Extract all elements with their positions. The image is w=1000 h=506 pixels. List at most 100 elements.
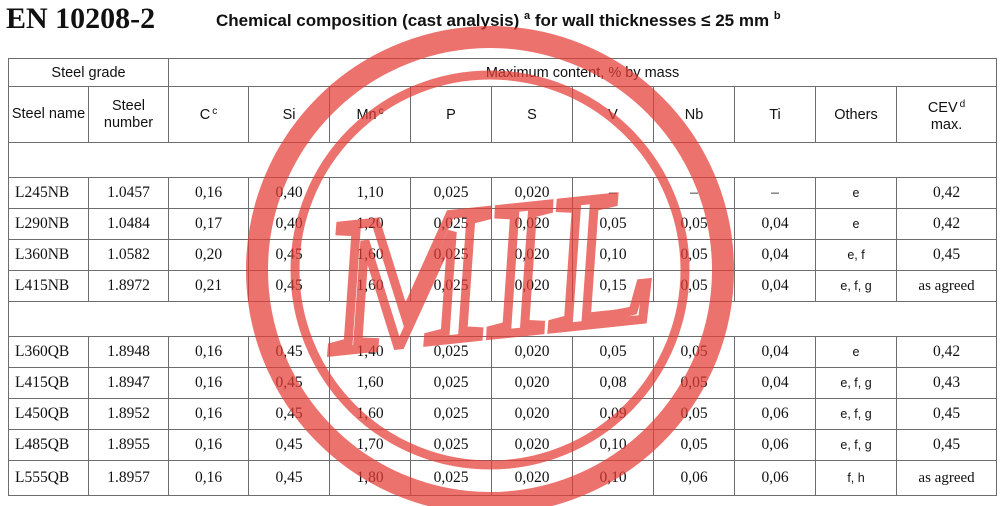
cell-ti: 0,06	[734, 460, 817, 496]
cell-p: 0,025	[410, 429, 493, 461]
table-row: L450QB 1.8952 0,16 0,45 1,60 0,025 0,020 0,09 0,…	[8, 398, 998, 430]
cell-nb: 0,05	[653, 429, 736, 461]
cell-c: 0,16	[168, 367, 250, 399]
cell-v: 0,08	[572, 367, 655, 399]
cell-s: 0,020	[491, 398, 574, 430]
cell-v: 0,05	[572, 336, 655, 368]
cell-p: 0,025	[410, 460, 493, 496]
cell-cev: 0,45	[896, 429, 998, 461]
cell-mn: 1,20	[329, 208, 412, 240]
section-separator	[7, 301, 998, 337]
cell-nb: 0,06	[653, 460, 736, 496]
cell-others: e, f, g	[815, 270, 898, 302]
cell-nb: 0,05	[653, 336, 736, 368]
cell-nb: 0,05	[653, 398, 736, 430]
cell-ti: 0,04	[734, 239, 817, 271]
cell-c: 0,16	[168, 429, 250, 461]
caption-footnote-b: b	[773, 10, 781, 22]
cell-others: e	[815, 336, 898, 368]
caption-text: Chemical composition (cast analysis)	[216, 11, 520, 30]
cell-s: 0,020	[491, 239, 574, 271]
table-row: L415QB 1.8947 0,16 0,45 1,60 0,025 0,020 0,08 0,…	[8, 367, 998, 399]
table-row: L415NB 1.8972 0,21 0,45 1,60 0,025 0,020 0,15 0,…	[8, 270, 998, 302]
nb-header: Nb	[653, 86, 736, 143]
cell-mn: 1,70	[329, 429, 412, 461]
cell-name: L245NB	[8, 177, 89, 209]
cell-s: 0,020	[491, 336, 574, 368]
cell-si: 0,45	[248, 429, 331, 461]
cell-cev: as agreed	[896, 460, 998, 496]
cell-nb: 0,05	[653, 367, 736, 399]
cell-name: L360QB	[8, 336, 89, 368]
cell-si: 0,45	[248, 460, 331, 496]
cell-ti: 0,06	[734, 429, 817, 461]
steel-number-header: Steel number	[87, 86, 170, 143]
table-row: L290NB 1.0484 0,17 0,40 1,20 0,025 0,020 0,05 0,…	[8, 208, 998, 240]
p-header: P	[410, 86, 493, 143]
cell-v: –	[572, 177, 655, 209]
cell-ti: 0,04	[734, 270, 817, 302]
cell-p: 0,025	[410, 270, 493, 302]
cell-ti: 0,04	[734, 367, 817, 399]
cell-others: f, h	[815, 460, 898, 496]
chemical-composition-table: Steel grade Maximum content, % by mass S…	[7, 58, 998, 496]
cell-c: 0,16	[168, 460, 250, 496]
cell-mn: 1,80	[329, 460, 412, 496]
cell-number: 1.8948	[87, 336, 170, 368]
cell-cev: 0,42	[896, 177, 998, 209]
cell-v: 0,05	[572, 208, 655, 240]
cell-c: 0,16	[168, 398, 250, 430]
cell-name: L450QB	[8, 398, 89, 430]
qb-steels-group: L360QB 1.8948 0,16 0,45 1,40 0,025 0,020 0,05 0,…	[8, 336, 998, 496]
cell-others: e, f, g	[815, 398, 898, 430]
cell-number: 1.8955	[87, 429, 170, 461]
cell-mn: 1,40	[329, 336, 412, 368]
cell-others: e, f	[815, 239, 898, 271]
table-caption: Chemical composition (cast analysis) a f…	[216, 10, 781, 31]
table-row: L555QB 1.8957 0,16 0,45 1,80 0,025 0,020 0,10 0,…	[8, 460, 998, 496]
cell-s: 0,020	[491, 460, 574, 496]
cell-number: 1.8957	[87, 460, 170, 496]
cell-p: 0,025	[410, 367, 493, 399]
cell-nb: –	[653, 177, 736, 209]
cell-c: 0,17	[168, 208, 250, 240]
cell-v: 0,09	[572, 398, 655, 430]
cell-p: 0,025	[410, 239, 493, 271]
cell-si: 0,40	[248, 177, 331, 209]
cell-v: 0,10	[572, 429, 655, 461]
cell-v: 0,15	[572, 270, 655, 302]
cev-header: CEV d max.	[896, 86, 998, 143]
cell-cev: 0,42	[896, 208, 998, 240]
cell-mn: 1,60	[329, 239, 412, 271]
cell-others: e, f, g	[815, 367, 898, 399]
cell-number: 1.0457	[87, 177, 170, 209]
cell-number: 1.8947	[87, 367, 170, 399]
cell-si: 0,45	[248, 270, 331, 302]
cell-s: 0,020	[491, 429, 574, 461]
others-header: Others	[815, 86, 898, 143]
table-row: L360QB 1.8948 0,16 0,45 1,40 0,025 0,020 0,05 0,…	[8, 336, 998, 368]
cell-s: 0,020	[491, 367, 574, 399]
max-content-header: Maximum content, % by mass	[168, 58, 998, 87]
header-row-groups: Steel grade Maximum content, % by mass	[7, 58, 998, 87]
cell-ti: 0,06	[734, 398, 817, 430]
table-row: L360NB 1.0582 0,20 0,45 1,60 0,025 0,020 0,10 0,…	[8, 239, 998, 271]
cell-ti: –	[734, 177, 817, 209]
cell-others: e	[815, 208, 898, 240]
cell-number: 1.8952	[87, 398, 170, 430]
steel-name-header: Steel name	[8, 86, 89, 143]
cell-mn: 1,10	[329, 177, 412, 209]
cell-name: L360NB	[8, 239, 89, 271]
standard-title: EN 10208-2	[6, 2, 156, 35]
cell-c: 0,20	[168, 239, 250, 271]
s-header: S	[491, 86, 574, 143]
cell-name: L415QB	[8, 367, 89, 399]
cell-name: L415NB	[8, 270, 89, 302]
cell-nb: 0,05	[653, 239, 736, 271]
v-header: V	[572, 86, 655, 143]
cell-name: L555QB	[8, 460, 89, 496]
caption-footnote-a: a	[524, 10, 531, 22]
cell-p: 0,025	[410, 398, 493, 430]
cell-mn: 1,60	[329, 270, 412, 302]
